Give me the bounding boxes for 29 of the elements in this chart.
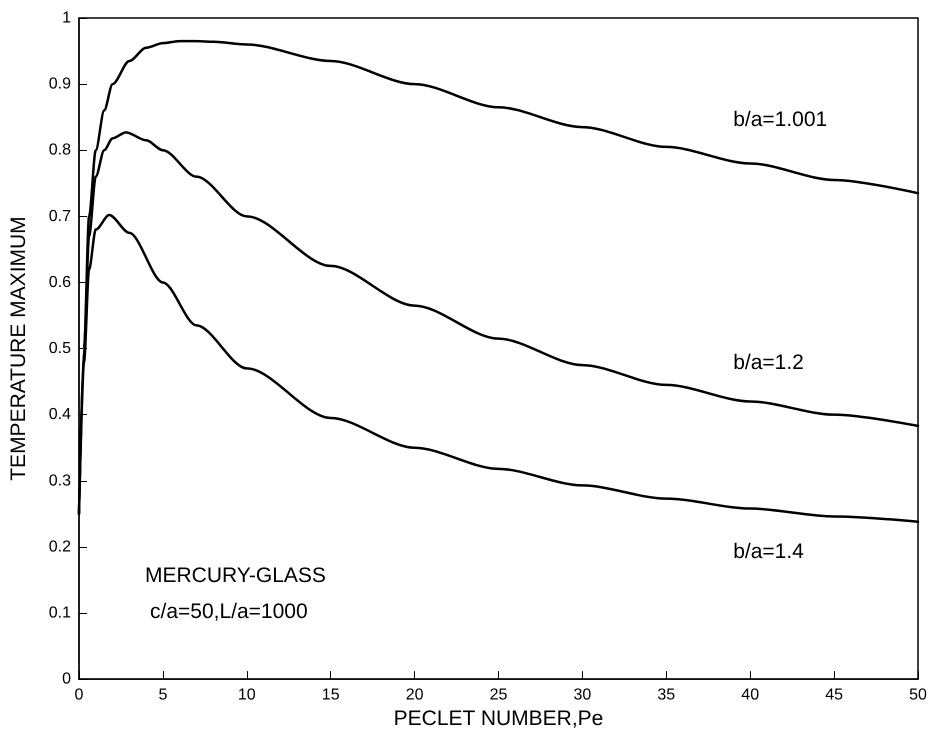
y-tick-label: 0 xyxy=(62,670,72,688)
y-axis-title: TEMPERATURE MAXIMUM xyxy=(7,216,30,481)
x-tick-label: 10 xyxy=(238,686,256,704)
y-tick-label: 0.7 xyxy=(48,208,72,225)
x-axis-title: PECLET NUMBER,Pe xyxy=(394,707,604,730)
x-tick-label: 5 xyxy=(158,686,168,704)
x-tick-label: 35 xyxy=(657,686,676,704)
y-tick-label: 0.1 xyxy=(48,604,72,622)
annotation: MERCURY-GLASS xyxy=(145,564,326,587)
x-tick-label: 15 xyxy=(322,686,340,704)
x-tick-label: 25 xyxy=(490,686,508,704)
series-label: b/a=1.001 xyxy=(733,108,828,131)
x-tick-label: 20 xyxy=(406,686,424,704)
series-label: b/a=1.2 xyxy=(733,350,804,374)
y-tick-label: 0.8 xyxy=(48,142,72,159)
x-tick-label: 30 xyxy=(574,686,592,704)
x-tick-label: 45 xyxy=(825,686,844,704)
y-tick-label: 0.2 xyxy=(48,538,72,556)
x-tick-label: 40 xyxy=(741,686,760,704)
y-tick-label: 0.9 xyxy=(48,76,72,93)
y-tick-label: 0.6 xyxy=(48,274,72,291)
x-tick-label: 50 xyxy=(909,686,927,704)
x-tick-label: 0 xyxy=(74,686,84,704)
y-tick-label: 1 xyxy=(62,10,72,26)
series-label: b/a=1.4 xyxy=(733,540,804,563)
y-tick-label: 0.5 xyxy=(48,340,72,358)
y-tick-label: 0.3 xyxy=(48,472,72,490)
y-tick-label: 0.4 xyxy=(48,406,72,424)
annotation: c/a=50,L/a=1000 xyxy=(150,600,308,623)
